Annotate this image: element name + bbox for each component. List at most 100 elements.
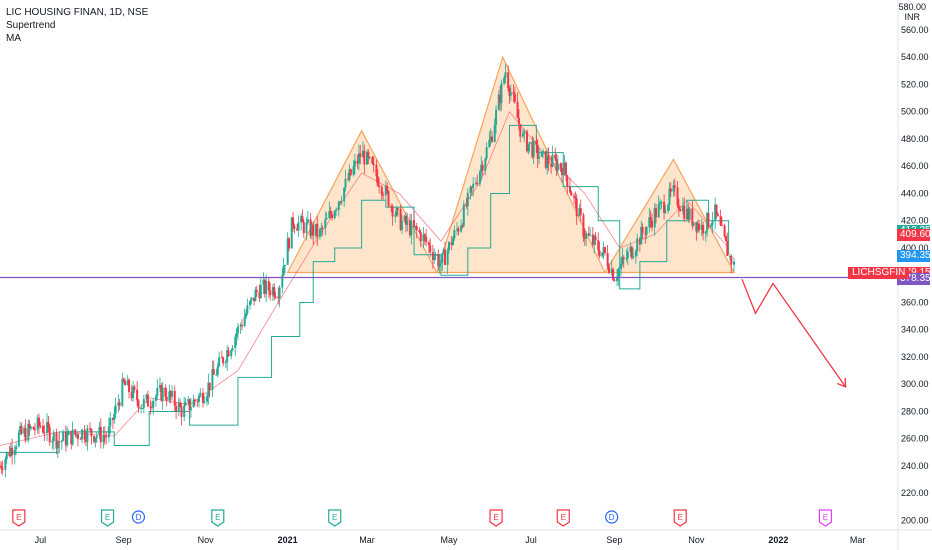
candle-body [93,436,96,442]
candle-body [442,249,445,254]
candle-body [328,210,331,219]
candle-body [86,428,89,442]
candle-body [212,369,215,375]
candle-body [55,432,58,449]
candle-body [607,266,610,273]
candle-body [67,431,70,436]
y-tick-label: 400.00 [901,243,929,253]
candle-body [179,402,182,407]
candle-body [347,178,350,180]
candle-body [400,220,403,230]
candle-body [556,163,559,171]
candle-body [677,205,680,210]
candle-body [218,357,221,366]
candle-body [133,386,136,390]
candle-body [387,191,390,207]
y-tick-label: 500.00 [901,107,929,117]
candle-body [404,216,407,225]
x-tick-label: Jul [35,535,47,545]
candle-body [528,142,531,145]
candle-body [37,417,40,426]
candle-body [478,171,481,184]
candle-body [297,222,300,231]
candle-body [601,252,604,257]
candle-body [90,429,93,437]
candle-body [48,427,51,443]
candle-body [318,229,321,237]
candle-body [602,247,605,253]
candle-body [663,201,666,213]
candle-body [544,151,547,168]
candle-body [141,407,144,409]
candle-body [368,157,371,159]
candle-body [240,324,243,327]
candle-body [668,188,671,205]
candle-body [645,226,648,235]
candle-body [324,219,327,229]
candle-body [316,223,319,237]
candle-body [452,238,455,246]
y-tick-label: 540.00 [901,52,929,62]
candle-body [409,220,412,236]
candle-body [169,391,172,397]
candle-body [723,225,726,237]
candle-body [573,195,576,197]
candle-body [550,164,553,167]
candle-body [203,401,206,403]
candle-body [657,204,660,218]
candle-body [234,336,237,349]
y-tick-label: 480.00 [901,134,929,144]
candle-body [726,241,729,256]
x-tick-label: Mar [359,535,375,545]
candle-body [683,205,686,219]
candle-body [715,204,718,215]
candle-body [263,279,266,295]
candle-body [714,204,717,221]
symbol-price-label: LICHSGFIN [848,267,910,280]
candle-body [343,187,346,202]
candle-body [450,241,453,246]
indicator-ma-label[interactable]: MA [6,33,21,44]
candle-body [124,380,127,386]
candle-body [461,225,464,227]
candle-body [231,348,234,351]
event-label: D [136,513,142,522]
candle-body [613,279,616,282]
chart-legend: LIC HOUSING FINAN, 1D, NSE Supertrend MA [6,6,148,45]
candle-body [302,222,305,234]
candle-body [470,186,473,188]
candle-body [296,228,299,231]
candle-body [66,435,69,446]
candle-body [74,429,77,435]
candle-body [253,297,256,302]
candle-body [681,205,684,212]
indicator-supertrend-label[interactable]: Supertrend [6,20,56,31]
candle-body [359,153,362,158]
x-tick-label: Mar [850,535,866,545]
candle-body [415,226,418,231]
candle-body [546,155,549,168]
candle-body [448,241,450,251]
candle-body [640,226,643,245]
candle-body [121,379,124,406]
candle-body [523,131,526,134]
candle-body [687,208,690,220]
candle-body [559,163,562,168]
candle-body [207,382,210,397]
candle-body [271,287,274,296]
candle-body [575,198,578,217]
candle-body [173,390,176,406]
candle-body [629,246,632,252]
candle-body [60,440,63,443]
candle-body [716,214,719,217]
candle-body [24,428,27,441]
symbol-title[interactable]: LIC HOUSING FINAN, 1D, NSE [6,7,149,18]
candle-body [286,238,289,265]
candle-body [710,224,713,227]
candle-body [570,192,573,196]
candle-body [367,151,370,158]
candle-body [348,169,351,180]
candle-body [361,150,364,158]
candle-body [673,185,676,188]
